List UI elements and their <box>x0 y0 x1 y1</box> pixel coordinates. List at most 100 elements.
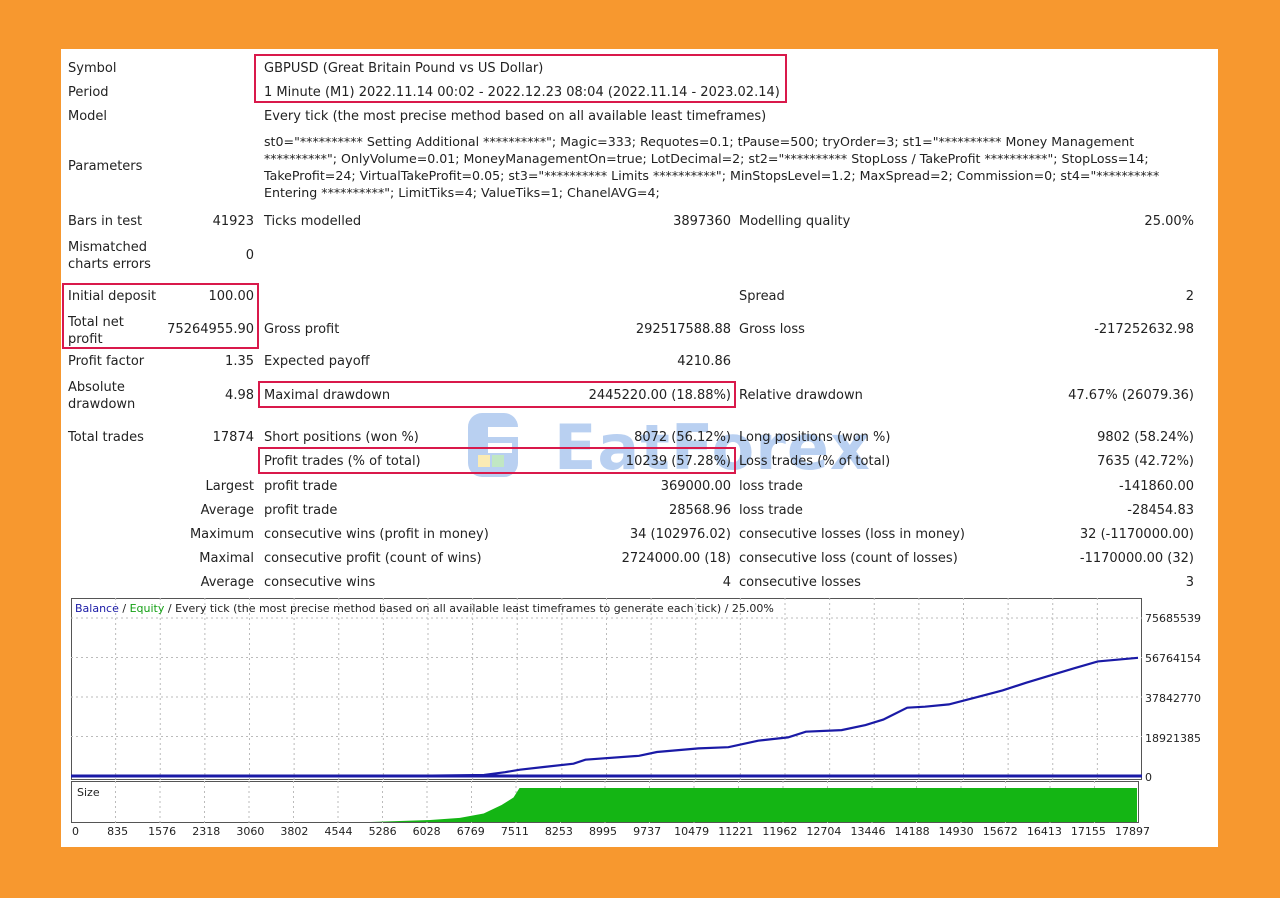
x-tick-label: 17897 <box>1115 825 1150 838</box>
highlight-box-maximal-drawdown <box>258 381 736 408</box>
balance-chart <box>71 598 1142 780</box>
x-tick-label: 13446 <box>850 825 886 838</box>
mismatched-value: 0 <box>245 248 254 263</box>
model-label: Model <box>68 109 108 124</box>
initial-deposit-value: 100.00 <box>208 289 255 304</box>
long-positions-label: Long positions (won %) <box>739 430 891 445</box>
x-tick-label: 0 <box>72 825 79 838</box>
x-tick-label: 14930 <box>938 825 974 838</box>
gross-profit-label: Gross profit <box>264 322 340 337</box>
balance-series-line <box>73 656 1139 778</box>
maximal-drawdown-label: Maximal drawdown <box>264 388 391 403</box>
maximum-label: Maximum <box>189 527 254 542</box>
ticks-modelled-label: Ticks modelled <box>264 214 362 229</box>
loss-trades-label: Loss trades (% of total) <box>739 454 891 469</box>
total-net-profit-label: Total net profit <box>68 315 124 347</box>
parameters-label: Parameters <box>68 159 143 174</box>
maximum-profit-value: 34 (102976.02) <box>629 527 731 542</box>
x-tick-label: 11962 <box>762 825 798 838</box>
x-tick-label: 7511 <box>500 825 529 838</box>
highlight-box-symbol-period <box>254 54 787 103</box>
x-tick-label: 8253 <box>544 825 573 838</box>
x-tick-label: 835 <box>107 825 129 838</box>
relative-drawdown-value: 47.67% (26079.36) <box>1068 388 1194 403</box>
largest-profit-label: profit trade <box>264 479 338 494</box>
average-profit-value: 28568.96 <box>668 503 731 518</box>
x-tick-label: 15672 <box>982 825 1018 838</box>
y-tick-label: 18921385 <box>1145 732 1201 745</box>
period-value: 1 Minute (M1) 2022.11.14 00:02 - 2022.12… <box>264 85 780 100</box>
loss-trades-value: 7635 (42.72%) <box>1097 454 1194 469</box>
expected-payoff-label: Expected payoff <box>264 354 370 369</box>
expected-payoff-value: 4210.86 <box>677 354 731 369</box>
average-consecutive-label: Average <box>200 575 254 590</box>
model-value: Every tick (the most precise method base… <box>264 109 767 124</box>
long-positions-value: 9802 (58.24%) <box>1097 430 1194 445</box>
total-trades-value: 17874 <box>212 430 254 445</box>
x-tick-label: 4544 <box>324 825 353 838</box>
maximal-profit-label: consecutive profit (count of wins) <box>264 551 482 566</box>
x-tick-label: 8995 <box>589 825 617 838</box>
profit-trades-value: 10239 (57.28%) <box>625 454 731 469</box>
y-tick-label: 37842770 <box>1145 692 1201 705</box>
bars-in-test-label: Bars in test <box>68 214 143 229</box>
profit-factor-label: Profit factor <box>68 354 145 369</box>
watermark-emblem-icon <box>468 413 522 477</box>
profit-factor-value: 1.35 <box>225 354 254 369</box>
highlight-box-profit-trades <box>258 447 736 474</box>
highlight-box-deposit-profit <box>62 283 259 349</box>
spread-value: 2 <box>1185 289 1194 304</box>
largest-label: Largest <box>205 479 254 494</box>
maximum-loss-label: consecutive losses (loss in money) <box>739 527 965 542</box>
maximal-loss-value: -1170000.00 (32) <box>1079 551 1194 566</box>
x-tick-label: 3060 <box>236 825 265 838</box>
average-consecutive-wins-value: 4 <box>722 575 731 590</box>
total-net-profit-value: 75264955.90 <box>167 322 254 337</box>
modelling-quality-value: 25.00% <box>1144 214 1194 229</box>
parameters-value: st0="********** Setting Additional *****… <box>264 134 1160 200</box>
largest-loss-value: -141860.00 <box>1119 479 1194 494</box>
bars-in-test-value: 41923 <box>212 214 254 229</box>
short-positions-label: Short positions (won %) <box>264 430 419 445</box>
y-tick-label: 75685539 <box>1145 612 1201 625</box>
legend-description: / Every tick (the most precise method ba… <box>164 602 774 615</box>
legend-balance: Balance <box>75 602 119 615</box>
profit-trades-label: Profit trades (% of total) <box>264 454 421 469</box>
maximal-profit-value: 2724000.00 (18) <box>621 551 731 566</box>
x-tick-label: 16413 <box>1026 825 1062 838</box>
balance-chart-grid <box>71 598 1142 780</box>
average-consecutive-losses-value: 3 <box>1185 575 1194 590</box>
relative-drawdown-label: Relative drawdown <box>739 388 863 403</box>
largest-profit-value: 369000.00 <box>660 479 731 494</box>
period-label: Period <box>68 85 109 100</box>
average-loss-label: loss trade <box>739 503 803 518</box>
x-tick-label: 5286 <box>368 825 397 838</box>
initial-deposit-label: Initial deposit <box>68 289 157 304</box>
x-tick-label: 6028 <box>412 825 441 838</box>
total-trades-label: Total trades <box>68 430 144 445</box>
average-loss-value: -28454.83 <box>1127 503 1194 518</box>
chart-legend: Balance / Equity / Every tick (the most … <box>75 602 774 616</box>
maximal-loss-label: consecutive loss (count of losses) <box>739 551 958 566</box>
mismatched-label: Mismatched charts errors <box>68 240 151 272</box>
x-tick-label: 3802 <box>280 825 309 838</box>
gross-loss-value: -217252632.98 <box>1094 322 1194 337</box>
y-tick-label: 56764154 <box>1145 652 1201 665</box>
average-label: Average <box>200 503 254 518</box>
size-area <box>73 788 1137 822</box>
x-tick-label: 17155 <box>1070 825 1106 838</box>
size-chart <box>71 781 1139 823</box>
spread-label: Spread <box>739 289 785 304</box>
x-tick-label: 12704 <box>806 825 842 838</box>
y-tick-label: 0 <box>1145 771 1152 784</box>
legend-separator: / <box>118 602 130 615</box>
gross-loss-label: Gross loss <box>739 322 805 337</box>
average-consecutive-losses-label: consecutive losses <box>739 575 861 590</box>
x-tick-label: 9737 <box>633 825 662 838</box>
x-tick-label: 6769 <box>456 825 485 838</box>
x-tick-label: 2318 <box>192 825 221 838</box>
symbol-value: GBPUSD (Great Britain Pound vs US Dollar… <box>264 61 544 76</box>
ticks-modelled-value: 3897360 <box>673 214 731 229</box>
maximal-drawdown-value: 2445220.00 (18.88%) <box>588 388 731 403</box>
x-tick-label: 14188 <box>894 825 930 838</box>
